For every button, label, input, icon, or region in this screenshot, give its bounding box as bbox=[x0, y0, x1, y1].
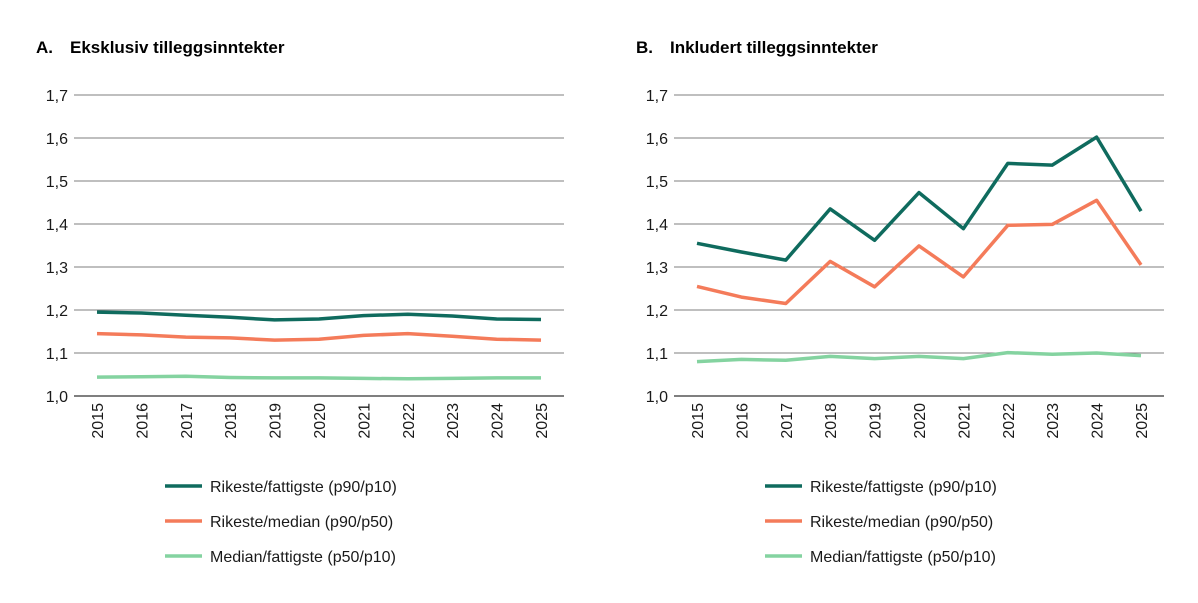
y-tick-label: 1,5 bbox=[646, 174, 668, 191]
x-tick-label: 2016 bbox=[134, 403, 151, 439]
legend-label: Rikeste/median (p90/p50) bbox=[210, 514, 393, 531]
panel-a-plot: 1,0 1,1 1,2 1,3 1,4 1,5 1,6 1,7 2015 2016 2017 2018… bbox=[46, 88, 564, 566]
x-tick-label: 2020 bbox=[312, 403, 329, 439]
panel-a: A. Eksklusiv tilleggsinntekter 1,0 1,1 1,2… bbox=[36, 38, 564, 566]
y-tick-label: 1,5 bbox=[46, 174, 68, 191]
legend-label: Median/fattigste (p50/p10) bbox=[810, 549, 996, 566]
x-tick-label: 2021 bbox=[356, 403, 373, 439]
legend-label: Rikeste/fattigste (p90/p10) bbox=[210, 479, 397, 496]
x-tick-label: 2022 bbox=[1001, 403, 1018, 439]
panel-b-title: Inkludert tilleggsinntekter bbox=[670, 38, 878, 57]
x-tick-label: 2018 bbox=[823, 403, 840, 439]
series-line-1 bbox=[96, 310, 542, 322]
legend-label: Rikeste/median (p90/p50) bbox=[810, 514, 993, 531]
series-line-2 bbox=[96, 331, 542, 342]
x-tick-label: 2015 bbox=[690, 403, 707, 439]
x-tick-label: 2025 bbox=[1134, 403, 1151, 439]
x-tick-label: 2022 bbox=[401, 403, 418, 439]
x-tick-label: 2019 bbox=[868, 403, 885, 439]
x-tick-label: 2015 bbox=[90, 403, 107, 439]
y-tick-label: 1,1 bbox=[46, 346, 68, 363]
y-tick-label: 1,4 bbox=[46, 217, 68, 234]
panel-b-plot: 1,0 1,1 1,2 1,3 1,4 1,5 1,6 1,7 2015 2016 2017 2018… bbox=[646, 88, 1164, 566]
x-tick-label: 2023 bbox=[445, 403, 462, 439]
x-tick-label: 2017 bbox=[779, 403, 796, 439]
series-line-2 bbox=[696, 198, 1143, 306]
y-tick-label: 1,2 bbox=[646, 303, 668, 320]
panel-a-letter: A. bbox=[36, 38, 53, 57]
y-tick-label: 1,6 bbox=[646, 131, 668, 148]
panel-b-letter: B. bbox=[636, 38, 653, 57]
y-tick-label: 1,0 bbox=[46, 389, 68, 406]
panel-a-title: Eksklusiv tilleggsinntekter bbox=[70, 38, 285, 57]
x-tick-label: 2024 bbox=[490, 403, 507, 439]
y-tick-label: 1,3 bbox=[46, 260, 68, 277]
y-tick-label: 1,3 bbox=[646, 260, 668, 277]
x-tick-label: 2018 bbox=[223, 403, 240, 439]
x-tick-label: 2019 bbox=[268, 403, 285, 439]
x-tick-label: 2020 bbox=[912, 403, 929, 439]
y-tick-label: 1,1 bbox=[646, 346, 668, 363]
x-tick-label: 2023 bbox=[1045, 403, 1062, 439]
y-tick-label: 1,7 bbox=[46, 88, 68, 105]
y-tick-label: 1,6 bbox=[46, 131, 68, 148]
series-line-3 bbox=[696, 350, 1142, 364]
y-tick-label: 1,4 bbox=[646, 217, 668, 234]
series-line-1 bbox=[696, 135, 1143, 262]
legend-label: Median/fattigste (p50/p10) bbox=[210, 549, 396, 566]
x-tick-label: 2017 bbox=[179, 403, 196, 439]
legend-label: Rikeste/fattigste (p90/p10) bbox=[810, 479, 997, 496]
x-tick-label: 2021 bbox=[956, 403, 973, 439]
x-tick-label: 2025 bbox=[534, 403, 551, 439]
panel-b: B. Inkludert tilleggsinntekter 1,0 1,1 1,2… bbox=[636, 38, 1164, 566]
y-tick-label: 1,0 bbox=[646, 389, 668, 406]
x-tick-label: 2016 bbox=[734, 403, 751, 439]
x-tick-label: 2024 bbox=[1090, 403, 1107, 439]
y-tick-label: 1,2 bbox=[46, 303, 68, 320]
series-line-3 bbox=[96, 374, 541, 381]
y-tick-label: 1,7 bbox=[646, 88, 668, 105]
